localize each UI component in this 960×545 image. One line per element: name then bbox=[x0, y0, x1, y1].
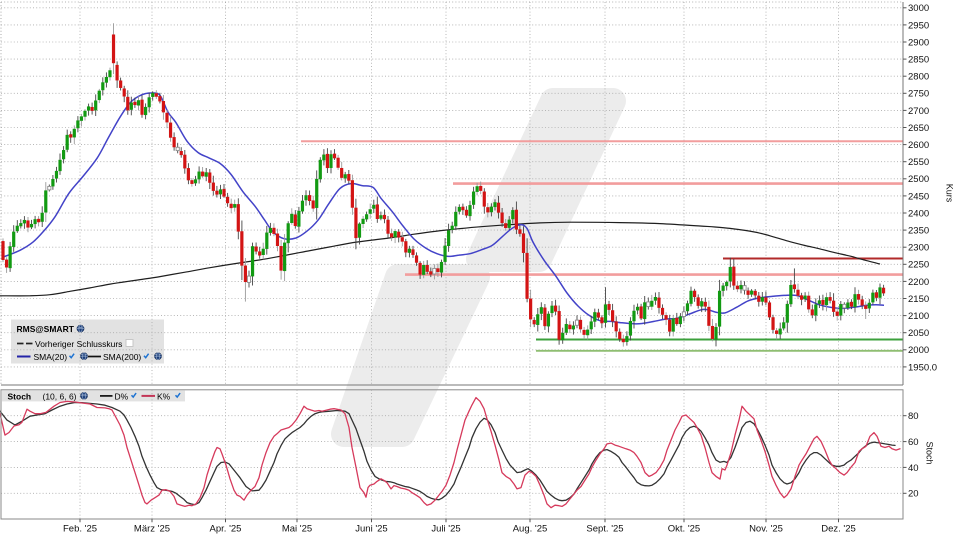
svg-text:Kurs: Kurs bbox=[945, 184, 955, 203]
svg-text:2000: 2000 bbox=[908, 345, 929, 356]
svg-text:Juni '25: Juni '25 bbox=[355, 524, 387, 535]
svg-text:SMA(20): SMA(20) bbox=[34, 352, 68, 362]
svg-text:Stoch: Stoch bbox=[925, 441, 935, 464]
svg-text:60: 60 bbox=[908, 437, 919, 448]
svg-text:Juli '25: Juli '25 bbox=[431, 524, 460, 535]
svg-text:2650: 2650 bbox=[908, 123, 929, 134]
svg-text:2050: 2050 bbox=[908, 328, 929, 339]
svg-text:2750: 2750 bbox=[908, 89, 929, 100]
svg-text:Nov. '25: Nov. '25 bbox=[749, 524, 783, 535]
svg-text:SMA(200): SMA(200) bbox=[103, 352, 141, 362]
svg-text:D%: D% bbox=[115, 391, 129, 401]
svg-text:40: 40 bbox=[908, 463, 919, 474]
svg-text:2400: 2400 bbox=[908, 208, 929, 219]
svg-text:März '25: März '25 bbox=[134, 524, 170, 535]
svg-text:2300: 2300 bbox=[908, 243, 929, 254]
svg-text:2550: 2550 bbox=[908, 157, 929, 168]
svg-text:2500: 2500 bbox=[908, 174, 929, 185]
svg-text:2450: 2450 bbox=[908, 191, 929, 202]
svg-text:Okt. '25: Okt. '25 bbox=[668, 524, 700, 535]
svg-text:RMS@SMART: RMS@SMART bbox=[17, 324, 75, 334]
svg-text:Vorheriger Schlusskurs: Vorheriger Schlusskurs bbox=[35, 339, 122, 349]
svg-text:Sept. '25: Sept. '25 bbox=[586, 524, 623, 535]
svg-text:Aug. '25: Aug. '25 bbox=[513, 524, 548, 535]
svg-text:20: 20 bbox=[908, 489, 919, 500]
svg-text:Stoch: Stoch bbox=[8, 391, 32, 401]
svg-text:80: 80 bbox=[908, 411, 919, 422]
svg-text:2850: 2850 bbox=[908, 55, 929, 66]
svg-text:Mai '25: Mai '25 bbox=[282, 524, 312, 535]
svg-text:K%: K% bbox=[157, 391, 171, 401]
svg-text:2600: 2600 bbox=[908, 140, 929, 151]
svg-text:Apr. '25: Apr. '25 bbox=[210, 524, 242, 535]
svg-text:2900: 2900 bbox=[908, 37, 929, 48]
svg-text:Feb. '25: Feb. '25 bbox=[63, 524, 97, 535]
svg-text:2950: 2950 bbox=[908, 20, 929, 31]
svg-text:2250: 2250 bbox=[908, 260, 929, 271]
svg-text:2350: 2350 bbox=[908, 226, 929, 237]
svg-text:Dez. '25: Dez. '25 bbox=[821, 524, 856, 535]
svg-text:2200: 2200 bbox=[908, 277, 929, 288]
svg-text:2700: 2700 bbox=[908, 106, 929, 117]
svg-text:2100: 2100 bbox=[908, 311, 929, 322]
svg-text:3000: 3000 bbox=[908, 3, 929, 14]
svg-text:1950.0: 1950.0 bbox=[908, 362, 937, 373]
svg-text:2800: 2800 bbox=[908, 72, 929, 83]
svg-text:2150: 2150 bbox=[908, 294, 929, 305]
svg-text:(10, 6, 6): (10, 6, 6) bbox=[43, 391, 77, 401]
